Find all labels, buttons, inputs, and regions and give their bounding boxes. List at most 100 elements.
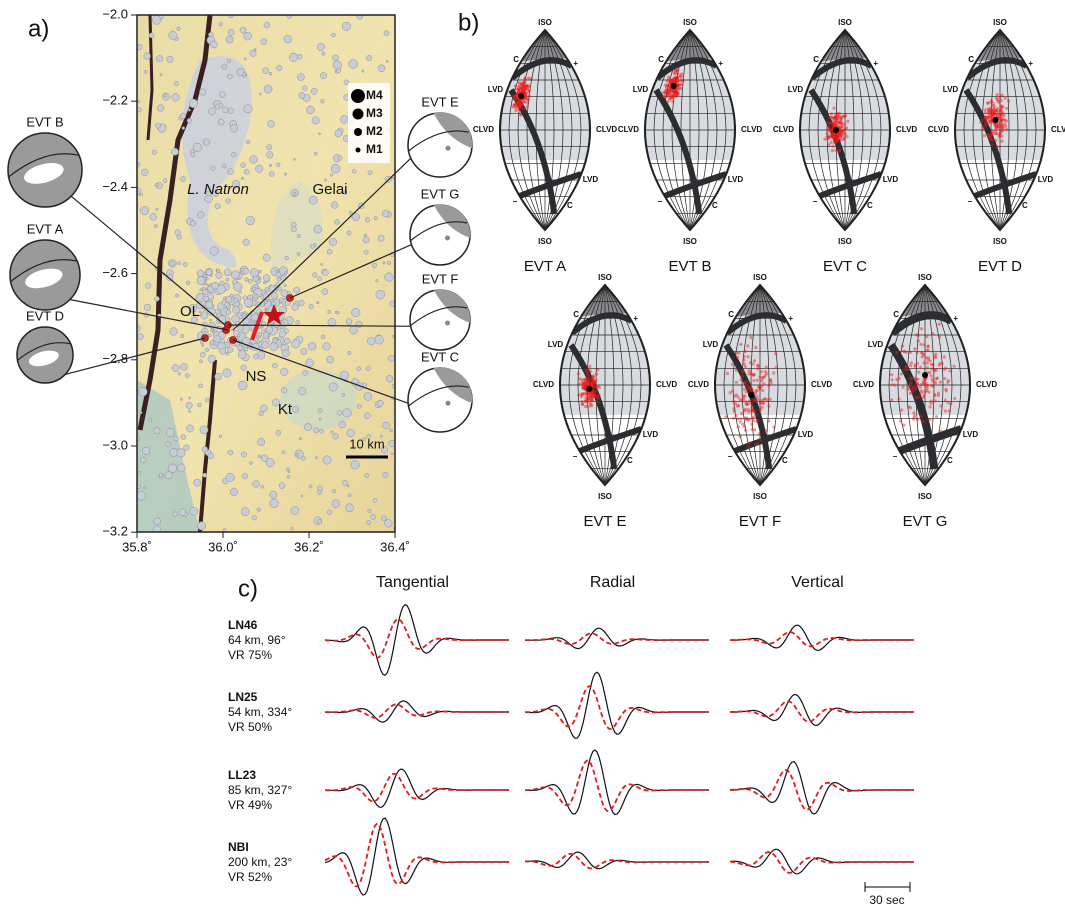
earthquake <box>270 343 278 351</box>
solution-dot <box>769 381 772 384</box>
observed-waveform <box>730 762 914 814</box>
solution-dot <box>526 102 529 105</box>
lune-label: CLVD <box>773 125 794 134</box>
earthquake <box>323 343 331 351</box>
best-solution <box>993 117 999 123</box>
earthquake <box>215 373 222 380</box>
solution-dot <box>521 89 524 92</box>
solution-dot <box>752 362 755 365</box>
earthquake <box>319 418 321 420</box>
earthquake <box>304 423 311 430</box>
solution-dot <box>740 412 743 415</box>
earthquake <box>282 350 289 357</box>
legend-label: M3 <box>366 106 383 120</box>
solution-dot <box>917 371 920 374</box>
solution-dot <box>829 128 832 131</box>
lune-label: ISO <box>753 492 767 501</box>
solution-dot <box>732 417 735 420</box>
solution-dot <box>927 390 930 393</box>
solution-dot <box>890 398 893 401</box>
earthquake <box>253 354 258 359</box>
solution-dot <box>578 382 581 385</box>
best-solution <box>518 93 524 99</box>
station-info: 64 km, 96° <box>228 633 286 647</box>
solution-dot <box>996 145 999 148</box>
earthquake <box>372 263 377 268</box>
solution-dot <box>931 363 934 366</box>
earthquake <box>257 340 260 343</box>
best-solution <box>922 372 928 378</box>
earthquake <box>173 512 178 517</box>
lune-label: LVD <box>798 430 814 439</box>
earthquake <box>180 398 182 400</box>
solution-dot <box>895 351 898 354</box>
earthquake <box>244 169 249 174</box>
solution-dot <box>907 388 910 391</box>
solution-dot <box>743 362 746 365</box>
earthquake <box>263 68 269 74</box>
solution-dot <box>735 352 738 355</box>
lune-label: CLVD <box>896 125 917 134</box>
solution-dot <box>1002 114 1005 117</box>
solution-dot <box>909 376 912 379</box>
solution-dot <box>755 414 758 417</box>
earthquake <box>238 351 246 359</box>
earthquake <box>248 279 252 283</box>
earthquake <box>308 342 316 350</box>
earthquake <box>253 276 259 282</box>
solution-dot <box>1000 99 1003 102</box>
earthquake <box>347 485 349 487</box>
earthquake <box>377 400 383 406</box>
earthquake <box>284 338 290 344</box>
solution-dot <box>747 445 750 448</box>
solution-dot <box>519 112 522 115</box>
axis-dot <box>43 353 48 358</box>
earthquake <box>199 89 205 95</box>
earthquake <box>214 335 221 342</box>
solution-dot <box>741 374 744 377</box>
axis-dot <box>43 273 48 278</box>
solution-dot <box>934 399 937 402</box>
solution-dot <box>527 94 530 97</box>
solution-dot <box>737 425 740 428</box>
earthquake <box>312 272 317 277</box>
earthquake <box>266 459 274 467</box>
best-solution <box>671 83 677 89</box>
solution-dot <box>943 355 946 358</box>
earthquake <box>293 406 299 412</box>
earthquake <box>337 410 342 415</box>
earthquake <box>222 107 228 113</box>
focal-mechanism <box>8 133 82 207</box>
solution-dot <box>587 393 590 396</box>
earthquake <box>299 92 305 98</box>
solution-dot <box>946 401 949 404</box>
solution-dot <box>1000 94 1003 97</box>
earthquake <box>219 103 223 107</box>
solution-dot <box>890 383 893 386</box>
earthquake <box>227 347 233 353</box>
earthquake <box>296 453 299 456</box>
solution-dot <box>916 378 919 381</box>
solution-dot <box>1003 118 1006 121</box>
earthquake <box>246 216 255 225</box>
solution-dot <box>595 373 598 376</box>
solution-dot <box>585 379 588 382</box>
earthquake <box>172 364 179 371</box>
solution-dot <box>514 109 517 112</box>
earthquake <box>175 294 178 297</box>
earthquake <box>284 35 292 43</box>
solution-dot <box>736 417 739 420</box>
event-label: EVT D <box>978 258 1022 275</box>
solution-dot <box>747 372 750 375</box>
solution-dot <box>838 132 841 135</box>
earthquake <box>327 510 332 515</box>
place-label: Kt <box>278 401 293 418</box>
y-tick-label: −2.6 <box>102 265 128 280</box>
solution-dot <box>903 368 906 371</box>
earthquake <box>138 471 141 474</box>
earthquake <box>165 471 172 478</box>
solution-dot <box>826 127 829 130</box>
earthquake <box>374 216 377 219</box>
event-label: EVT A <box>524 258 566 275</box>
lune-label: − <box>573 452 578 461</box>
